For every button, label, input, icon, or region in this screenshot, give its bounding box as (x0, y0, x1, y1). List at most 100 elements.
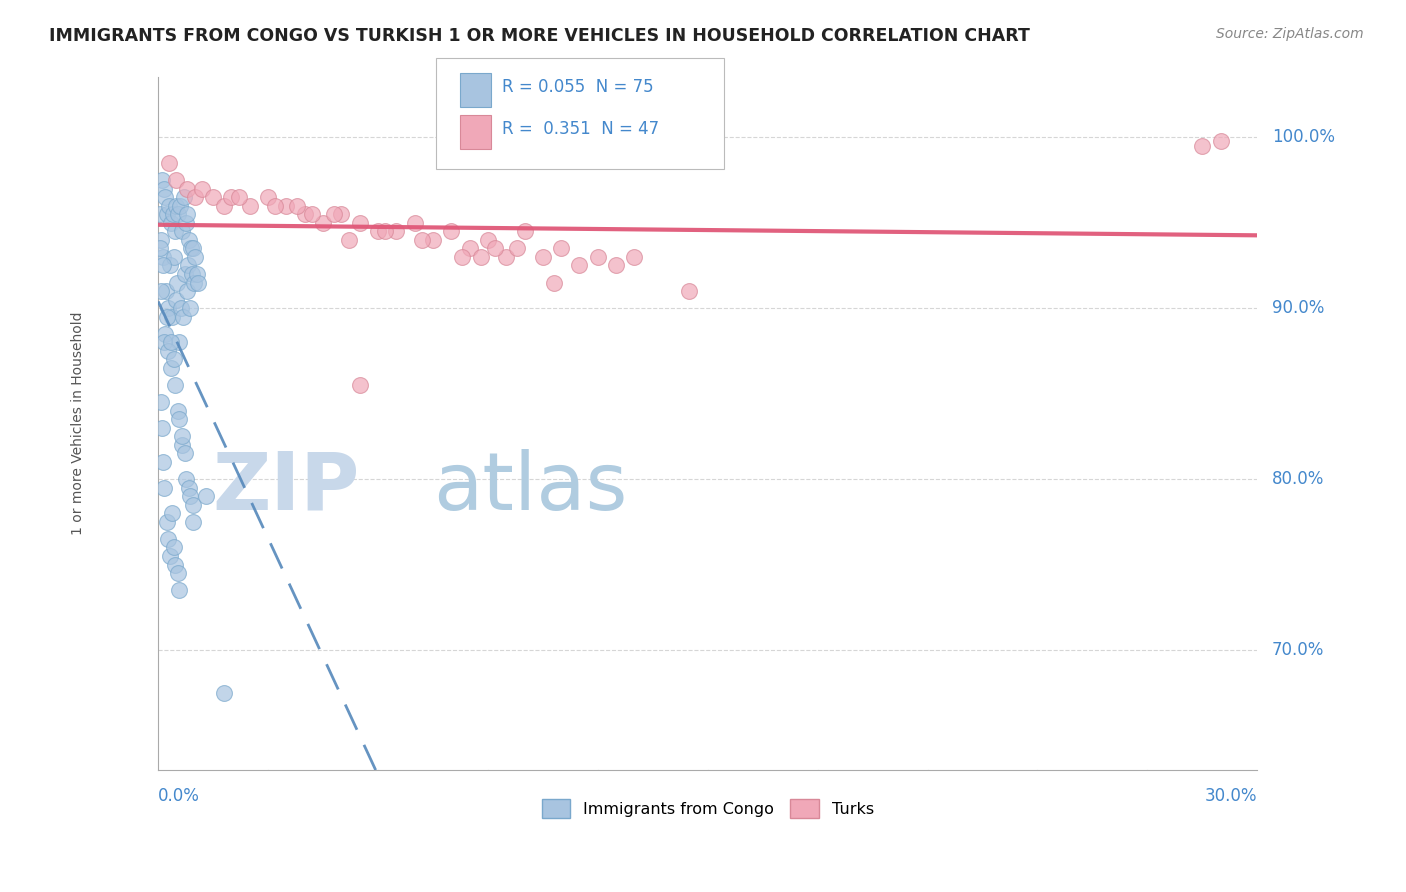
Point (294, 207, 316, 221)
Point (183, 276, 205, 290)
Point (159, 259, 181, 273)
Point (605, 259, 627, 273)
Point (506, 241, 529, 255)
Point (186, 267, 208, 281)
Point (149, 207, 172, 221)
Point (1209, 134, 1232, 148)
Text: IMMIGRANTS FROM CONGO VS TURKISH 1 OR MORE VEHICLES IN HOUSEHOLD CORRELATION CHA: IMMIGRANTS FROM CONGO VS TURKISH 1 OR MO… (49, 27, 1031, 45)
Point (181, 498, 204, 512)
Point (150, 173, 173, 187)
Point (157, 301, 180, 315)
Point (440, 224, 463, 238)
Point (179, 489, 201, 503)
Point (167, 412, 190, 426)
Point (173, 267, 195, 281)
Point (678, 284, 700, 298)
Text: R = 0.055  N = 75: R = 0.055 N = 75 (502, 78, 654, 96)
Point (170, 224, 193, 238)
Point (191, 181, 214, 195)
Point (458, 241, 481, 255)
Point (155, 190, 177, 204)
Point (470, 250, 492, 264)
Point (160, 506, 183, 520)
Point (174, 216, 197, 230)
Point (228, 190, 250, 204)
Point (174, 472, 197, 486)
Point (160, 216, 183, 230)
Point (172, 310, 194, 324)
Point (162, 207, 184, 221)
Point (385, 224, 408, 238)
Point (167, 583, 190, 598)
Point (531, 250, 554, 264)
Point (153, 481, 176, 495)
Point (170, 438, 193, 452)
Point (153, 335, 176, 350)
Point (422, 233, 444, 247)
Point (257, 190, 280, 204)
Point (177, 259, 200, 273)
Point (451, 250, 474, 264)
Point (167, 207, 190, 221)
Point (152, 259, 174, 273)
Point (181, 515, 204, 529)
Point (152, 455, 174, 469)
Point (349, 216, 371, 230)
Point (150, 233, 173, 247)
Point (239, 199, 262, 213)
Point (157, 156, 180, 170)
Point (163, 378, 186, 392)
Point (156, 310, 179, 324)
Text: Source: ZipAtlas.com: Source: ZipAtlas.com (1216, 27, 1364, 41)
Point (157, 532, 180, 546)
Point (374, 224, 396, 238)
Point (477, 233, 499, 247)
Point (173, 190, 195, 204)
Point (166, 566, 188, 580)
Point (170, 301, 193, 315)
Point (166, 199, 188, 213)
Text: R =  0.351  N = 47: R = 0.351 N = 47 (502, 120, 659, 138)
Point (166, 276, 188, 290)
Point (159, 549, 181, 563)
Point (150, 284, 173, 298)
Point (330, 207, 353, 221)
Point (159, 335, 181, 350)
Point (202, 190, 225, 204)
Text: atlas: atlas (433, 449, 627, 526)
Point (221, 190, 243, 204)
Point (484, 241, 506, 255)
Point (156, 343, 179, 358)
Point (495, 250, 517, 264)
Point (179, 301, 201, 315)
Point (184, 190, 207, 204)
Point (367, 224, 389, 238)
Point (550, 241, 572, 255)
Point (323, 207, 346, 221)
Point (163, 352, 186, 367)
Point (165, 558, 187, 572)
Point (337, 233, 360, 247)
Point (157, 199, 180, 213)
Point (212, 199, 235, 213)
Point (155, 515, 177, 529)
Text: 70.0%: 70.0% (1272, 641, 1324, 659)
Point (411, 233, 433, 247)
Point (163, 541, 186, 555)
Text: 30.0%: 30.0% (1205, 787, 1257, 805)
Point (586, 250, 609, 264)
Point (160, 361, 183, 376)
Point (623, 250, 645, 264)
Point (162, 250, 184, 264)
Point (404, 216, 426, 230)
Point (312, 216, 335, 230)
Text: 90.0%: 90.0% (1272, 299, 1324, 318)
Point (177, 481, 200, 495)
Point (152, 181, 174, 195)
Point (568, 259, 591, 273)
Point (187, 276, 209, 290)
Text: 0.0%: 0.0% (157, 787, 200, 805)
Point (179, 233, 201, 247)
Point (165, 293, 187, 307)
Point (301, 207, 323, 221)
